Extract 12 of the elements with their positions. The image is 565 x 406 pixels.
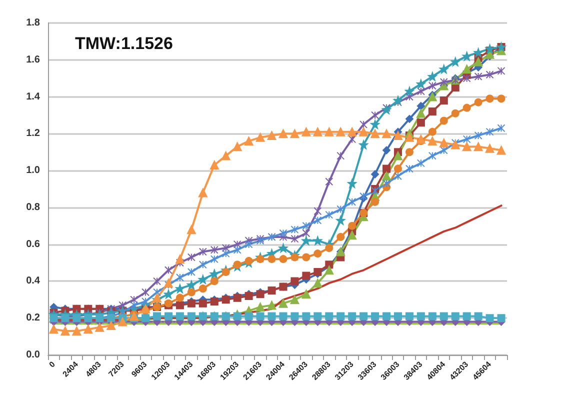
y-tick-label: 0.2 — [26, 312, 40, 324]
y-tick-label: 0.0 — [26, 350, 40, 360]
y-tick-label: 1.0 — [26, 165, 40, 176]
y-tick-label: 1.4 — [26, 91, 40, 102]
x-tick-label: 0 — [47, 359, 58, 370]
y-tick-label: 0.6 — [26, 238, 40, 250]
text: TMW:1.1526 — [75, 34, 173, 53]
y-tick-label: 0.4 — [26, 276, 40, 287]
y-tick-label: 0.8 — [26, 202, 40, 213]
y-tick-label: 1.8 — [26, 18, 40, 28]
y-tick-label: 1.6 — [26, 54, 40, 66]
y-tick-label: 1.2 — [26, 128, 40, 140]
